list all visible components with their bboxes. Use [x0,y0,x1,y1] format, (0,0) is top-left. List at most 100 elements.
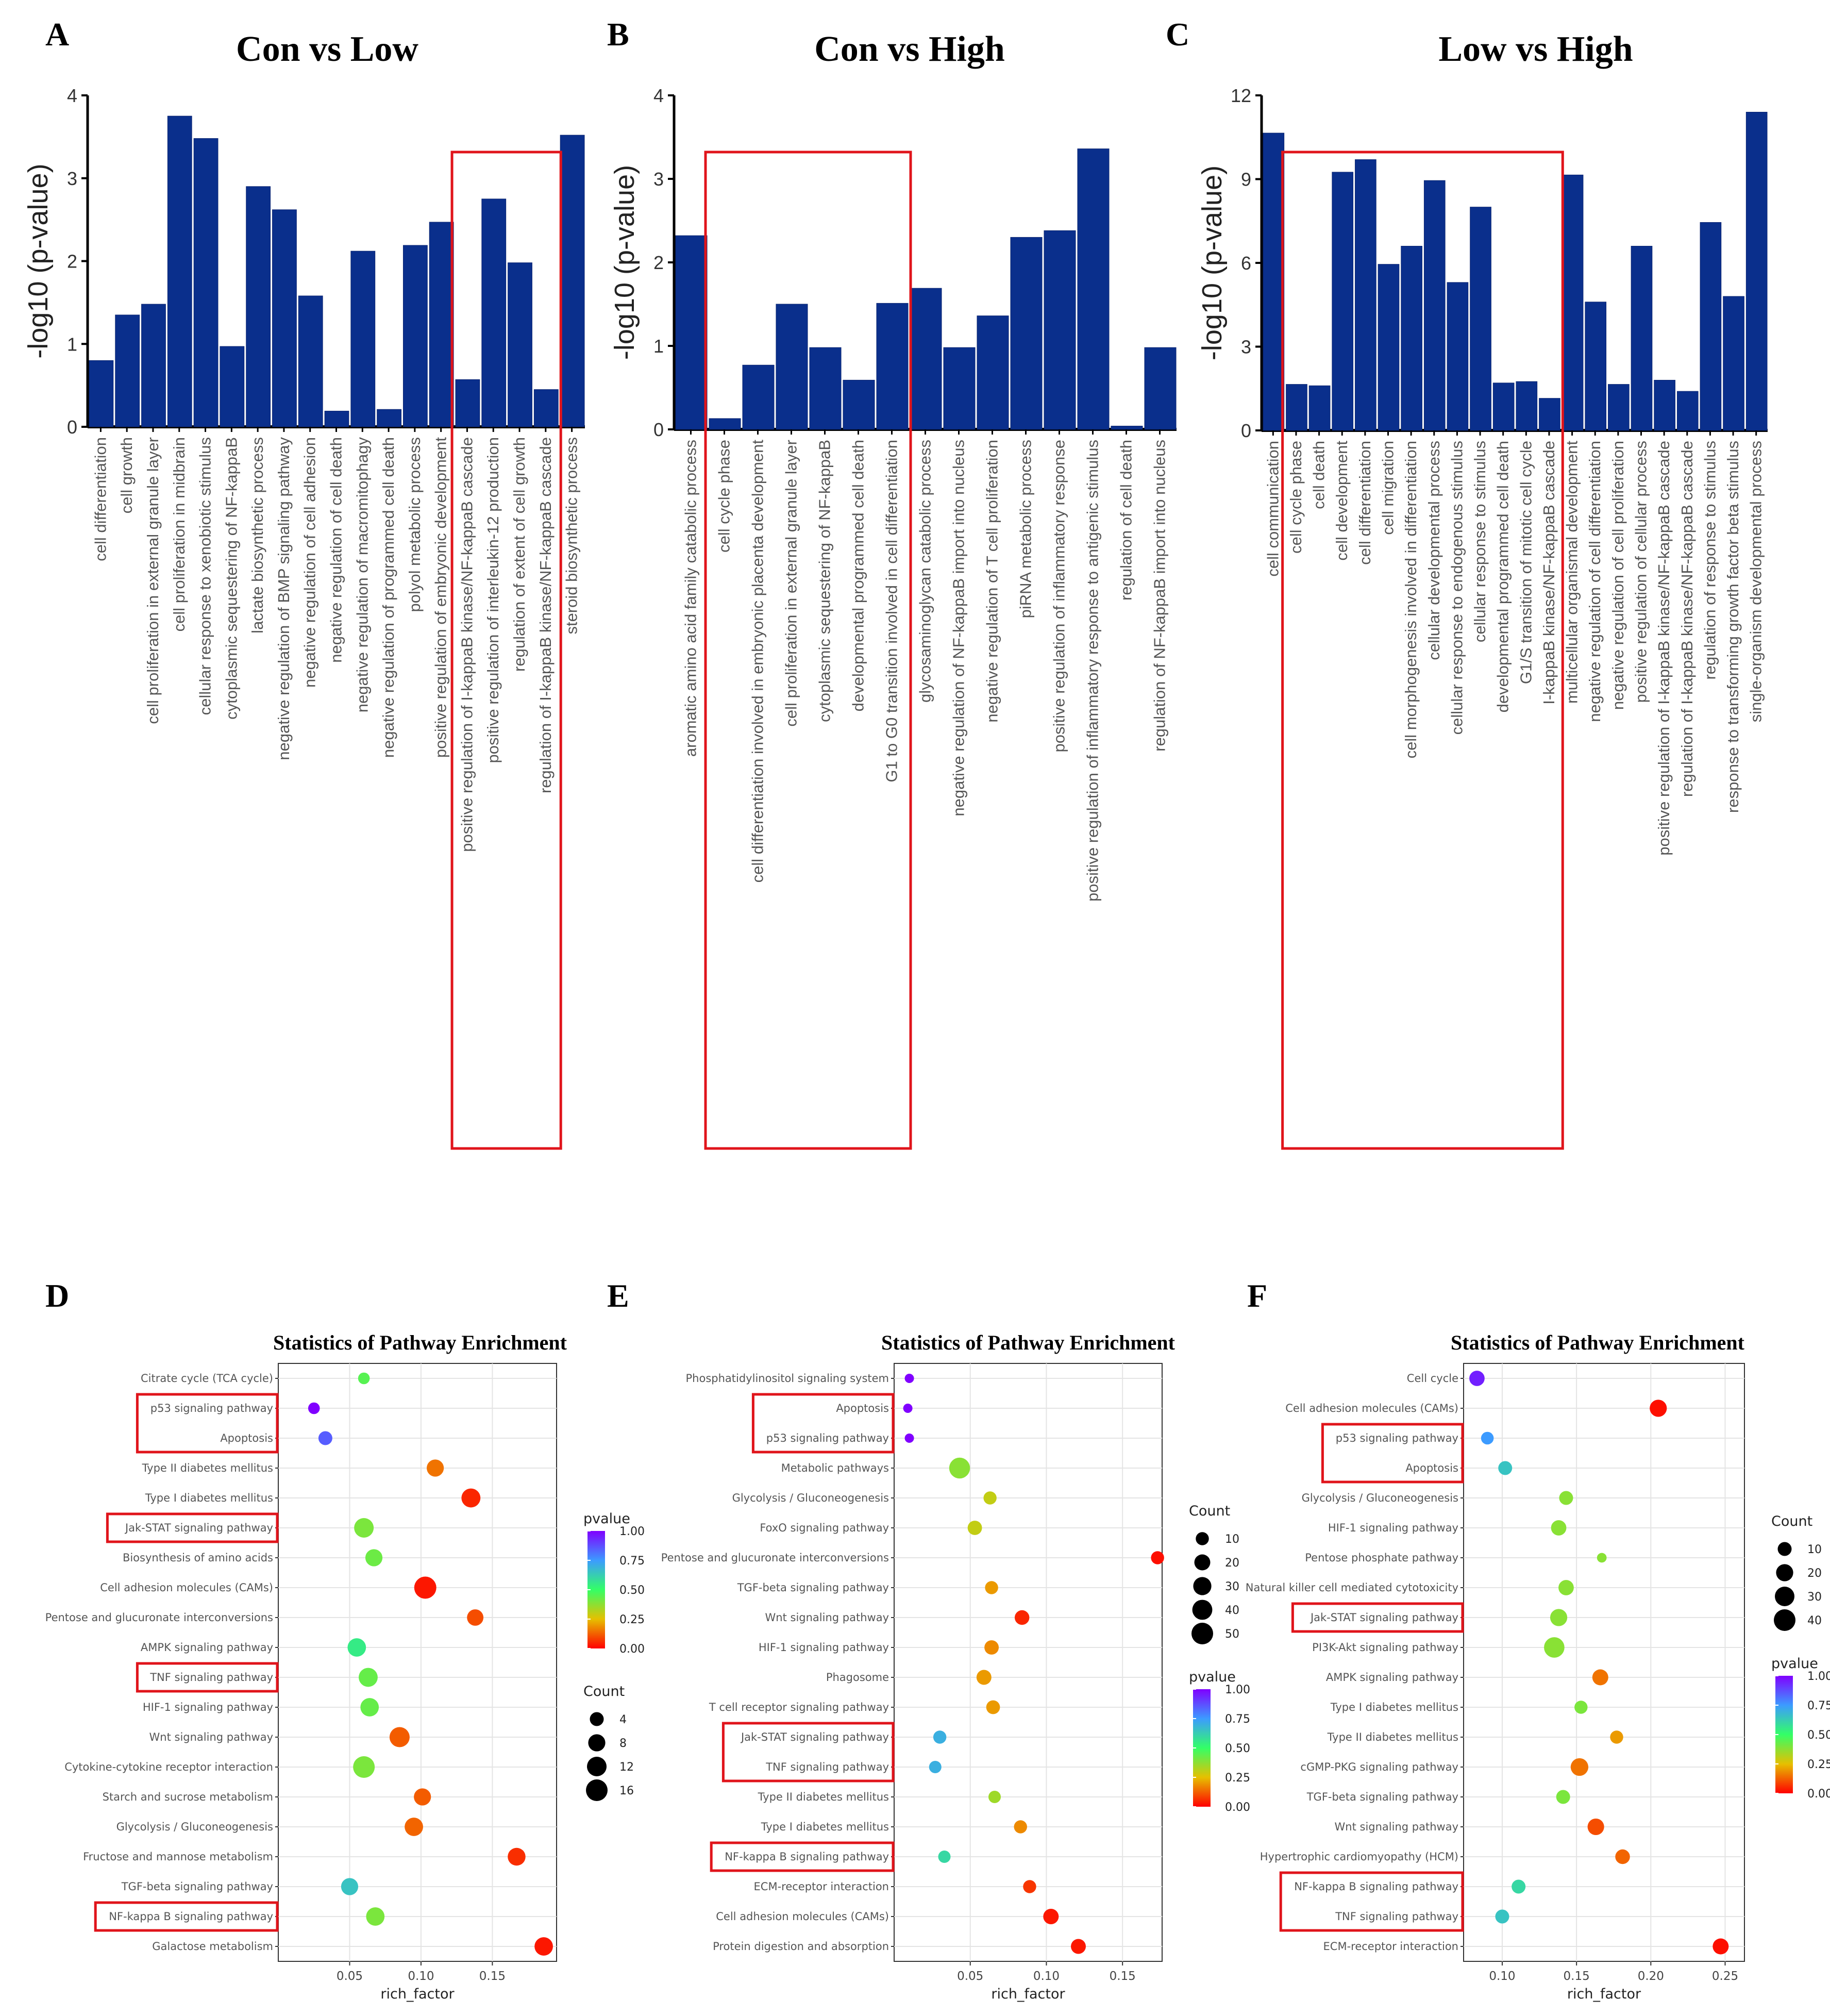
y-category-label: Type II diabetes mellitus [142,1462,273,1474]
y-tick-label: 4 [67,85,77,106]
y-category-label: Cell adhesion molecules (CAMs) [716,1910,889,1923]
y-category-label: TGF-beta signaling pathway [121,1880,273,1893]
dot-cytokine-cytokine-receptor-interaction [353,1756,375,1778]
dot-glycolysis-gluconeogenesis [983,1491,997,1505]
bar-cellular-developmental-process [1423,180,1446,431]
dot-type-i-diabetes-mellitus [1014,1820,1027,1834]
x-category-label: cell differentiation involved in embryon… [749,440,767,883]
x-category-label: negative regulation of cell differentiat… [1586,441,1604,722]
x-tick-label: 0.15 [479,1970,506,1983]
bar-negative-regulation-of-cell-differentiation [1585,302,1607,431]
dot-type-i-diabetes-mellitus [1574,1701,1588,1714]
y-category-label: FoxO signaling pathway [760,1522,889,1534]
x-category-label: regulation of NF-kappaB import into nucl… [1151,440,1169,752]
y-category-label: Pentose and glucuronate interconversions [45,1611,273,1624]
x-axis-label: rich_factor [1567,1986,1641,2002]
y-category-label: HIF-1 signaling pathway [1328,1522,1458,1534]
legend-pvalue-tick: 1.00 [1225,1684,1250,1696]
y-category-label: TNF signaling pathway [149,1671,273,1684]
y-category-label: ECM-receptor interaction [1323,1940,1458,1953]
legend-count-title: Count [1189,1503,1230,1519]
panel-d-dot-plot: D Statistics of Pathway Enrichment 0.05 0.1… [45,1277,645,2002]
panel-letter: D [45,1277,69,1314]
bar-cell-cycle-phase [709,418,741,430]
dot-pi3k-akt-signaling-pathway [1544,1637,1565,1658]
y-category-label: Apoptosis [836,1402,889,1414]
bar-cell-differentiation [1355,159,1376,431]
dot-cell-cycle [1469,1371,1485,1386]
y-tick-label: 9 [1241,169,1251,190]
x-category-label: positive regulation of embryonic develop… [432,437,450,758]
bar-glycosaminoglycan-catabolic-process [910,288,942,430]
highlight-box [1321,1423,1464,1484]
y-axis-label: -log10 (p-value) [1197,165,1228,360]
y-axis-label: -log10 (p-value) [23,163,54,358]
legend-count-label: 20 [1807,1567,1822,1580]
bar-cell-differentiation [89,360,114,427]
dot-wnt-signaling-pathway [389,1727,410,1747]
y-category-label: Galactose metabolism [152,1940,273,1953]
highlight-box [136,1393,279,1454]
legend-pvalue-tick: 1.00 [619,1525,645,1538]
x-category-label: positive regulation of I-kappaB kinase/N… [458,437,476,852]
legend-pvalue-tick: 0.50 [1807,1729,1830,1742]
y-category-label: Jak-STAT signaling pathway [124,1522,273,1534]
bar-cell-communication [1263,132,1285,431]
bar-cell-development [1332,172,1354,431]
x-category-label: positive regulation of inflammatory resp… [1050,440,1068,753]
dot-cell-adhesion-molecules-cams [414,1576,436,1599]
dot-cell-adhesion-molecules-cams [1043,1909,1059,1924]
bar-regulation-of-cell-death [1111,426,1143,430]
legend-pvalue-title: pvalue [1771,1656,1818,1672]
legend-count-dot [1776,1564,1793,1581]
bar-regulation-of-nf-kappab-import-into-nucleus [1144,347,1177,430]
dot-glycolysis-gluconeogenesis [405,1818,423,1836]
dot-jak-stat-signaling-pathway [354,1518,374,1538]
chart-title: Statistics of Pathway Enrichment [273,1331,567,1354]
legend-count-label: 30 [1225,1580,1239,1593]
y-tick-label: 1 [653,336,664,357]
y-category-label: TNF signaling pathway [765,1761,889,1773]
y-category-label: Protein digestion and absorption [713,1940,889,1953]
highlight-box [751,1393,895,1454]
bar-response-to-transforming-growth-factor-beta-stimulus [1723,296,1744,431]
y-category-label: Cell cycle [1407,1372,1458,1385]
panel-letter: C [1166,16,1189,53]
panel-c-bar-chart: C Low vs High 0 3 6 9 12 -log10 (p-value) cell c… [1166,16,1768,1150]
dot-hypertrophic-cardiomyopathy-hcm [1615,1849,1630,1864]
x-category-label: negative regulation of programmed cell d… [379,437,397,758]
y-category-label: HIF-1 signaling pathway [759,1641,889,1654]
panel-e-dot-plot: E Statistics of Pathway Enrichment 0.05 0.1… [607,1277,1250,2002]
bar-negative-regulation-of-cell-death [324,410,349,427]
legend-count-label: 10 [1225,1533,1239,1546]
legend-pvalue-tick: 1.00 [1807,1670,1830,1683]
panel-f-dot-plot: F Statistics of Pathway Enrichment 0.10 0.1… [1246,1277,1830,2002]
dot-type-ii-diabetes-mellitus [988,1791,1001,1803]
panel-letter: A [45,16,69,53]
legend-count-dot [1196,1532,1209,1545]
legend-count-label: 4 [619,1713,627,1726]
bar-regulation-of-response-to-stimulus [1700,222,1722,431]
legend-pvalue-tick: 0.00 [1225,1801,1250,1814]
legend-count-title: Count [1771,1513,1812,1529]
bar-cell-migration [1378,264,1400,431]
x-category-label: glycosaminoglycan catabolic process [916,440,934,703]
legend-count-label: 10 [1807,1543,1822,1556]
highlight-box [710,1841,895,1872]
dot-glycolysis-gluconeogenesis [1559,1491,1573,1505]
bar-single-organism-developmental-process [1745,112,1768,431]
dot-citrate-cycle-tca-cycle [358,1372,370,1385]
dot-hif-1-signaling-pathway [360,1698,379,1717]
dot-nf-kappa-b-signaling-pathway [366,1907,385,1926]
x-category-label: negative regulation of macromitophagy [353,437,371,713]
x-category-label: cell cycle phase [715,440,733,553]
x-category-label: cell differentiation [1356,441,1374,565]
bar-cell-proliferation-in-midbrain [167,115,192,427]
x-tick-label: 0.20 [1638,1970,1664,1983]
bar-regulation-of-i-kappab-kinase-nf-kappab-cascade [1676,391,1699,431]
x-tick-label: 0.05 [957,1970,983,1983]
highlight-box [704,151,912,1150]
bar-pirna-metabolic-process [1010,237,1043,430]
x-category-label: cellular response to stimulus [1471,441,1489,642]
